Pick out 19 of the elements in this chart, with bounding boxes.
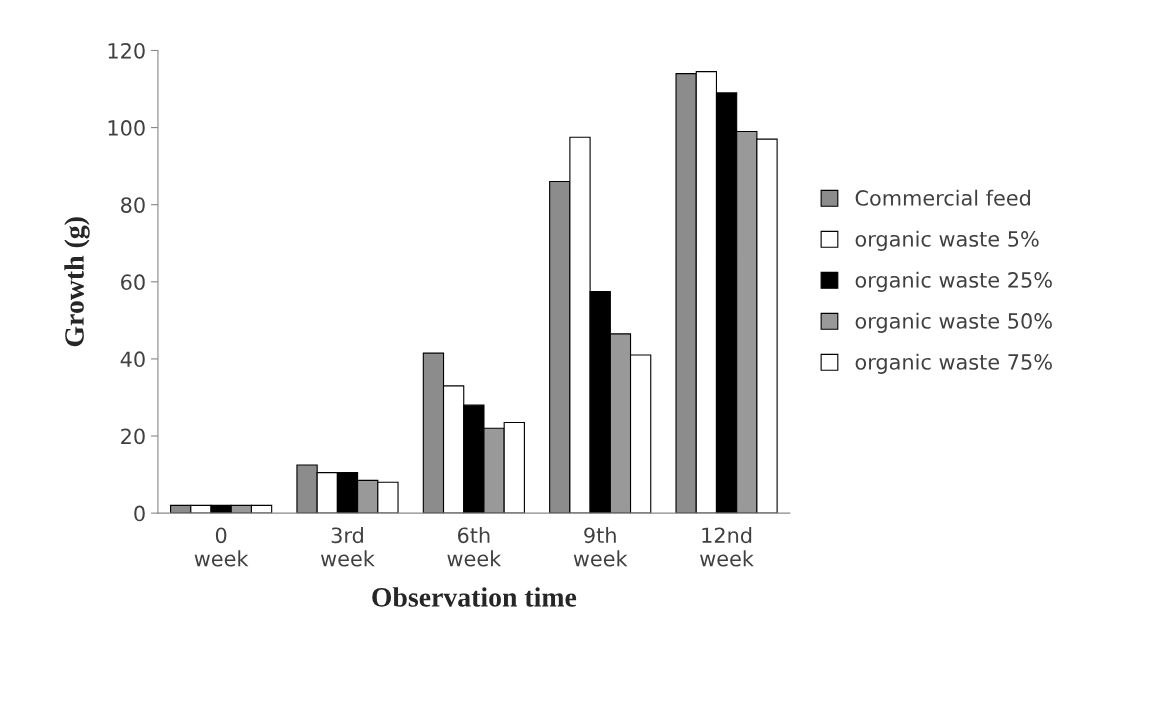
y-tick-label: 100 xyxy=(108,120,145,136)
x-tick-label: 3rd week xyxy=(321,527,375,567)
y-tick-label: 0 xyxy=(134,505,145,522)
legend-label: organic waste 50% xyxy=(855,312,1052,333)
x-tick-label: 6th week xyxy=(447,527,502,567)
y-tick-label: 60 xyxy=(121,274,145,291)
y-tick-label: 120 xyxy=(108,42,145,59)
legend-label: organic waste 75% xyxy=(855,353,1052,374)
y-axis-title: Growth (g) xyxy=(64,217,90,347)
legend-label: Commercial feed xyxy=(855,189,1030,206)
legend-label: organic waste 5% xyxy=(855,230,1039,251)
x-tick-label: 12nd week xyxy=(700,527,754,567)
y-tick-label: 40 xyxy=(120,351,145,368)
x-tick-label: 0 week xyxy=(194,527,249,567)
x-axis-title: Observation time xyxy=(372,587,577,607)
y-tick-label: 20 xyxy=(121,428,145,445)
legend-label: organic waste 25% xyxy=(855,271,1052,292)
y-tick-label: 80 xyxy=(121,197,145,213)
x-tick-label: 9th week xyxy=(573,527,628,567)
